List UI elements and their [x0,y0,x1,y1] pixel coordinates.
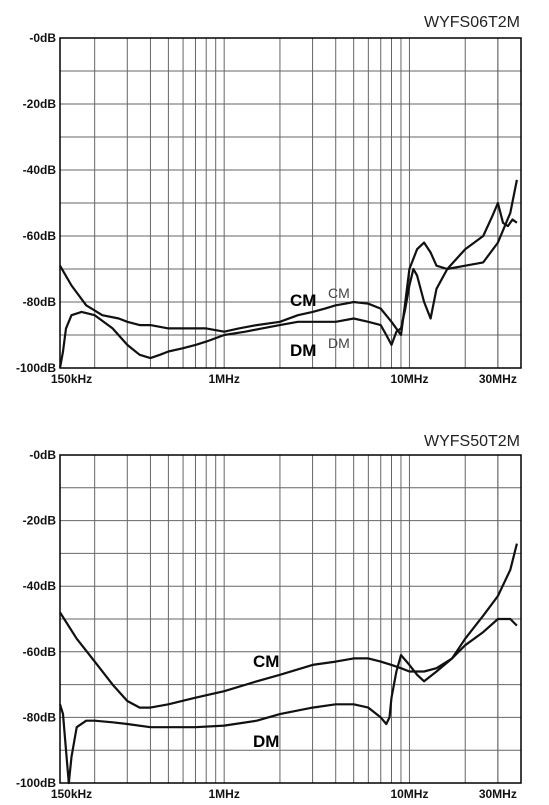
y-tick-label: -100dB [16,361,56,375]
y-tick-label: -80dB [23,710,57,724]
series-line-dm [58,617,518,785]
x-tick-label: 10MHz [390,787,428,801]
y-tick-label: -0dB [29,448,56,462]
plot-frame [59,454,522,784]
x-tick-label: 30MHz [479,787,517,801]
chart-top: WYFS06T2M -0dB -20dB -40dB -60dB -80dB -100dB… [16,14,522,386]
series-label-cm-light: CM [328,285,350,301]
plot-frame [59,37,522,369]
series-label-cm: CM [253,652,279,671]
y-tick-label: -100dB [16,776,56,790]
y-tick-label: -20dB [23,97,57,111]
series-label-dm: DM [253,732,279,751]
series-line-cm [59,179,518,337]
x-tick-label: 150kHz [51,372,92,386]
series-label-dm: DM [290,341,316,360]
x-tick-label: 1MHz [208,787,239,801]
x-tick-label: 10MHz [390,372,428,386]
chart-bottom: WYFS50T2M -0dB -20dB -40dB -60dB -80dB -100dB… [16,433,522,801]
y-tick-label: -0dB [29,31,56,45]
y-tick-label: -60dB [23,229,57,243]
series-label-dm-light: DM [328,335,350,351]
y-tick-label: -20dB [23,514,57,528]
chart-title: WYFS06T2M [424,14,520,31]
chart-title: WYFS50T2M [424,433,520,450]
x-tick-label: 30MHz [479,372,517,386]
y-tick-label: -80dB [23,295,57,309]
y-tick-label: -60dB [23,645,57,659]
x-tick-label: 150kHz [51,787,92,801]
series-line-cm [59,543,518,709]
y-tick-label: -40dB [23,579,57,593]
y-tick-label: -40dB [23,163,57,177]
series-label-cm: CM [290,291,316,310]
series-line-dm [58,201,518,369]
x-tick-label: 1MHz [208,372,239,386]
